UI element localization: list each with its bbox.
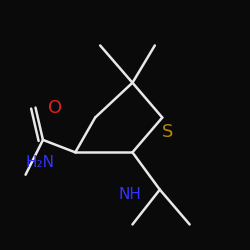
Text: O: O — [48, 98, 62, 116]
Text: S: S — [162, 124, 173, 142]
Text: NH: NH — [118, 187, 142, 202]
Text: H₂N: H₂N — [26, 155, 55, 170]
